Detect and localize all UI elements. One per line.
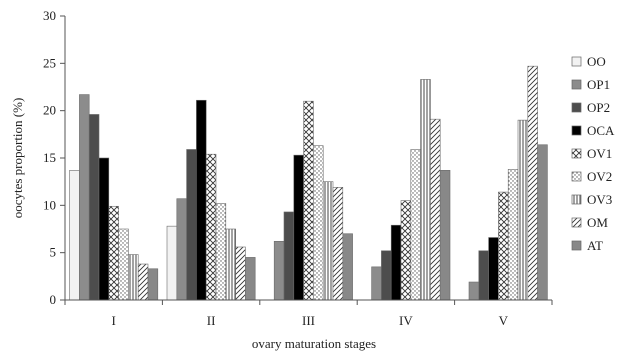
bars: [69, 65, 548, 301]
bar-oca-iii: [293, 154, 304, 301]
legend-swatch-om: [571, 217, 582, 228]
x-tick-label: V: [499, 313, 509, 328]
bar-at-v: [537, 144, 548, 301]
legend-swatch-oca: [571, 125, 582, 136]
y-axis-ticks: 0 5 10 15 20 25 30: [43, 8, 65, 307]
bar-op1-iii: [273, 241, 285, 301]
legend-label-op1: OP1: [587, 77, 610, 92]
bar-op2-iv: [381, 250, 392, 301]
y-tick-label: 20: [43, 103, 56, 118]
bar-om-v: [527, 65, 538, 301]
bar-oca-v: [488, 237, 499, 301]
legend-swatch-op1: [571, 79, 582, 90]
bar-om-ii: [235, 246, 246, 301]
legend-label-oo: OO: [587, 54, 606, 69]
y-tick-label: 25: [43, 55, 56, 70]
bar-ov1-ii: [205, 153, 217, 301]
bar-op2-iii: [283, 211, 295, 301]
x-axis-label: ovary maturation stages: [252, 336, 376, 351]
y-axis-label: oocytes proportion (%): [10, 98, 25, 219]
bar-ov3-i: [128, 254, 139, 301]
legend-swatch-at: [571, 240, 582, 251]
axes: [64, 16, 552, 301]
y-tick-label: 10: [43, 197, 56, 212]
bar-om-i: [137, 263, 149, 301]
bar-ov2-iii: [313, 145, 324, 301]
x-tick-label: IV: [399, 313, 413, 328]
bar-ov1-i: [108, 205, 119, 301]
bar-ov2-ii: [215, 203, 227, 301]
legend: OO OP1 OP2 OCA OV1 OV2 OV3 OM AT: [571, 54, 615, 253]
y-tick-label: 15: [43, 150, 56, 165]
bar-op1-v: [468, 281, 480, 301]
bar-oca-i: [98, 157, 110, 301]
bar-op1-i: [79, 94, 90, 301]
legend-label-oca: OCA: [587, 123, 615, 138]
legend-swatch-ov1: [571, 148, 582, 159]
bar-at-ii: [245, 257, 256, 301]
legend-label-ov1: OV1: [587, 146, 612, 161]
x-tick-label: III: [302, 313, 315, 328]
bar-ov3-v: [517, 119, 529, 301]
bar-ov1-iv: [400, 200, 412, 301]
x-tick-label: II: [207, 313, 216, 328]
legend-swatch-op2: [571, 102, 582, 113]
legend-swatch-oo: [571, 56, 582, 67]
y-tick-label: 5: [50, 245, 57, 260]
bar-oo-i: [69, 170, 80, 301]
bar-at-iv: [439, 170, 451, 301]
y-tick-label: 30: [43, 8, 56, 23]
bar-at-iii: [342, 233, 353, 301]
bar-op2-i: [88, 114, 100, 301]
legend-swatch-ov2: [571, 171, 582, 182]
bar-ov3-iii: [322, 181, 334, 301]
bar-om-iii: [332, 187, 344, 301]
x-tick-label: I: [112, 313, 116, 328]
bar-op1-ii: [176, 198, 187, 301]
y-tick-label: 0: [50, 292, 57, 307]
bar-oo-ii: [166, 225, 178, 301]
bar-ov2-iv: [410, 149, 421, 301]
bar-ov3-iv: [420, 79, 431, 301]
legend-label-ov2: OV2: [587, 169, 612, 184]
legend-label-op2: OP2: [587, 100, 610, 115]
bar-oca-iv: [390, 224, 402, 301]
legend-label-om: OM: [587, 215, 608, 230]
x-axis-ticks: I II III IV V: [64, 300, 553, 328]
bar-ov2-v: [507, 169, 519, 301]
bar-ov1-iii: [303, 100, 314, 301]
bar-op1-iv: [371, 266, 382, 301]
bar-op2-v: [478, 250, 489, 301]
bar-ov3-ii: [225, 228, 236, 301]
bar-oca-ii: [196, 99, 207, 301]
bar-op2-ii: [186, 149, 197, 301]
bar-ov1-v: [498, 191, 509, 301]
legend-label-ov3: OV3: [587, 192, 612, 207]
bar-ov2-i: [118, 228, 129, 301]
legend-label-at: AT: [587, 238, 603, 253]
legend-swatch-ov3: [571, 194, 582, 205]
bar-at-i: [147, 268, 159, 301]
bar-om-iv: [430, 118, 441, 301]
